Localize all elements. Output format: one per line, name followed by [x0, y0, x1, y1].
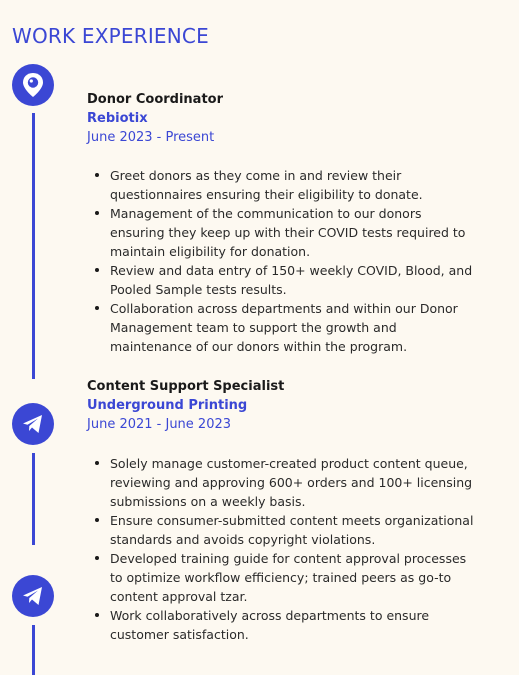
list-item: Review and data entry of 150+ weekly COV…: [95, 261, 475, 299]
timeline-line: [32, 453, 35, 545]
job-dates: June 2021 - June 2023: [87, 417, 232, 432]
job-entry: Content Support Specialist Underground P…: [87, 377, 507, 434]
section-title: WORK EXPERIENCE: [12, 24, 209, 48]
list-item: Greet donors as they come in and review …: [95, 166, 475, 204]
periscope-icon: [12, 64, 54, 106]
company-name: Underground Printing: [87, 398, 248, 413]
job-bullets: Greet donors as they come in and review …: [87, 166, 475, 356]
list-item: Solely manage customer-created product c…: [95, 454, 475, 511]
company-name: Rebiotix: [87, 111, 148, 126]
job-title: Donor Coordinator: [87, 92, 224, 107]
job-entry: Donor Coordinator Rebiotix June 2023 - P…: [87, 90, 507, 147]
telegram-icon: [12, 403, 54, 445]
job-title: Content Support Specialist: [87, 379, 285, 394]
list-item: Management of the communication to our d…: [95, 204, 475, 261]
job-bullets: Solely manage customer-created product c…: [87, 454, 475, 644]
timeline-line: [32, 625, 35, 675]
list-item: Collaboration across departments and wit…: [95, 299, 475, 356]
telegram-icon: [12, 575, 54, 617]
timeline-line: [32, 113, 35, 379]
list-item: Work collaboratively across departments …: [95, 606, 475, 644]
list-item: Ensure consumer-submitted content meets …: [95, 513, 474, 547]
list-item: Developed training guide for content app…: [95, 549, 475, 606]
job-dates: June 2023 - Present: [87, 130, 215, 145]
